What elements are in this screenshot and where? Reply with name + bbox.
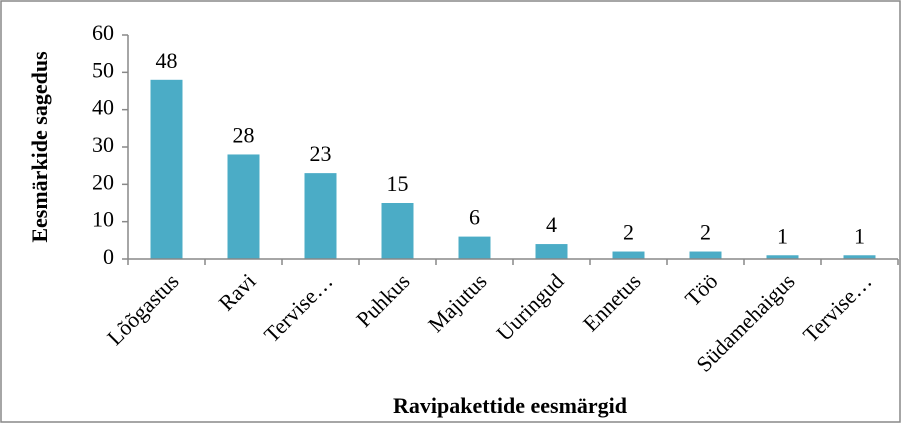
bar bbox=[304, 173, 337, 259]
bar bbox=[458, 236, 491, 259]
y-tick-label: 40 bbox=[92, 95, 114, 120]
y-tick-label: 50 bbox=[92, 57, 114, 82]
y-tick-label: 0 bbox=[103, 244, 114, 269]
bar bbox=[612, 251, 645, 259]
y-tick-label: 20 bbox=[92, 169, 114, 194]
data-label: 1 bbox=[777, 223, 788, 248]
bar bbox=[689, 251, 722, 259]
bar bbox=[227, 154, 260, 259]
y-tick-label: 30 bbox=[92, 132, 114, 157]
data-label: 15 bbox=[387, 171, 409, 196]
y-tick-label: 60 bbox=[92, 20, 114, 45]
y-tick-label: 10 bbox=[92, 207, 114, 232]
bar bbox=[535, 244, 568, 259]
bar bbox=[766, 255, 799, 259]
data-label: 48 bbox=[156, 48, 178, 73]
data-label: 2 bbox=[700, 220, 711, 245]
data-label: 1 bbox=[854, 223, 865, 248]
data-label: 23 bbox=[310, 141, 332, 166]
bar bbox=[843, 255, 876, 259]
data-label: 4 bbox=[546, 212, 557, 237]
data-label: 28 bbox=[233, 123, 255, 148]
x-axis-title: Ravipakettide eesmärgid bbox=[393, 393, 627, 418]
data-label: 2 bbox=[623, 220, 634, 245]
y-axis-title: Eesmärkide sagedus bbox=[27, 51, 52, 243]
bar bbox=[150, 79, 183, 259]
bar bbox=[381, 203, 414, 259]
data-label: 6 bbox=[469, 205, 480, 230]
